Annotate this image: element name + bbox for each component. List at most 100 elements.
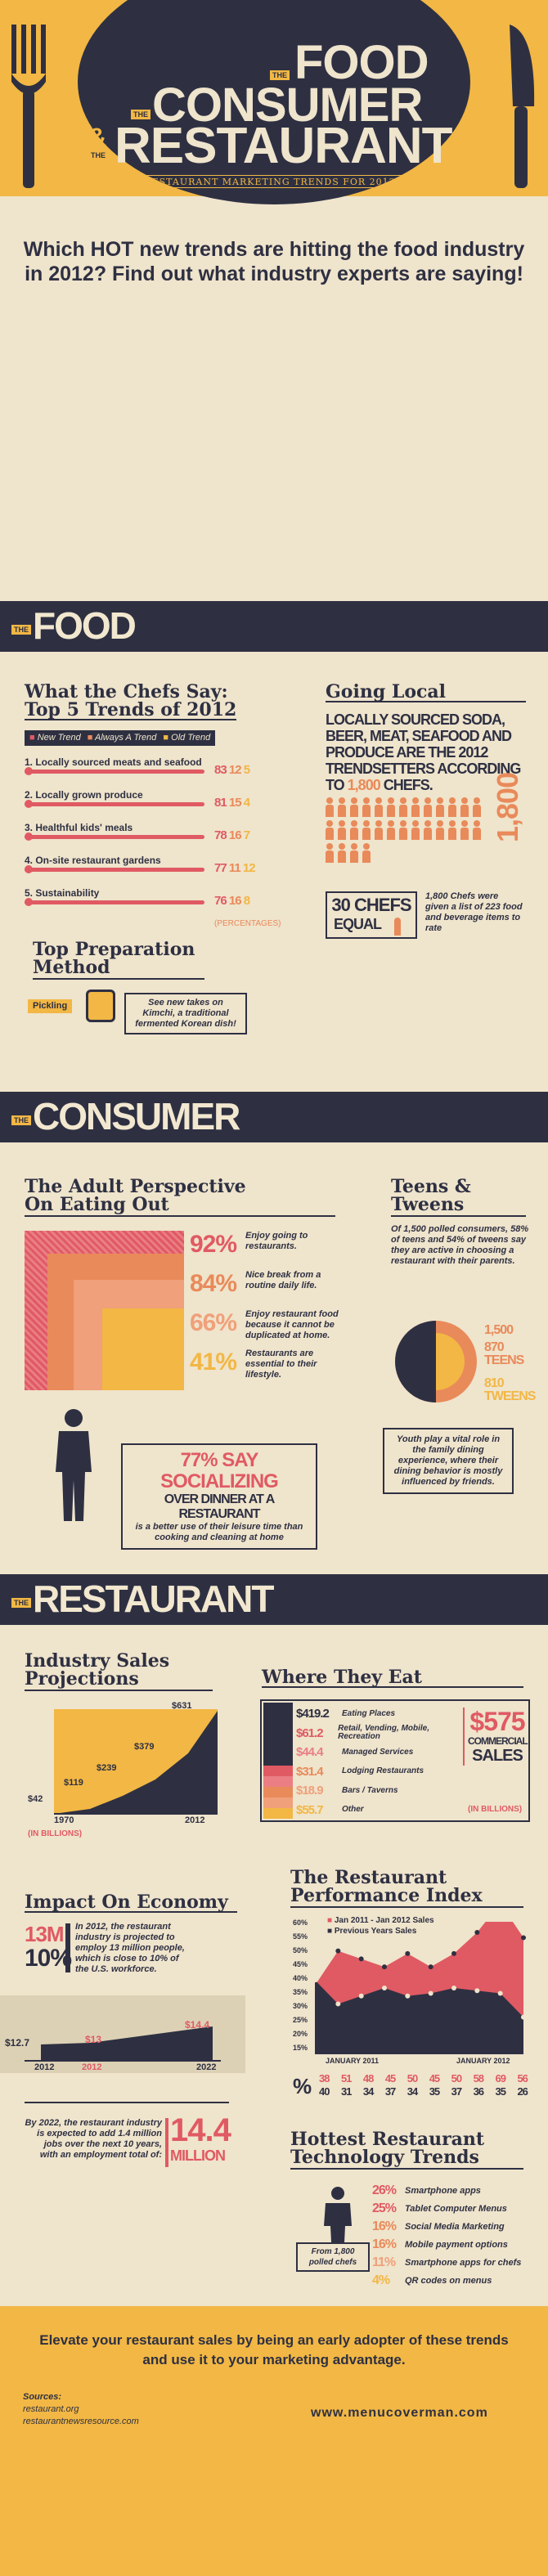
economy-text-2: By 2022, the restaurant industry is expe… bbox=[25, 2118, 162, 2160]
person-icon bbox=[411, 797, 420, 817]
previous-sales-point bbox=[474, 1988, 480, 1994]
subtitle: RESTAURANT MARKETING TRENDS FOR 2012 bbox=[144, 177, 396, 187]
perf-ytick: 45% bbox=[293, 1960, 308, 1968]
where-row: $55.7 Other bbox=[296, 1801, 460, 1820]
where-total-value: $575 bbox=[469, 1707, 525, 1736]
adult-stat: 41% Restaurants are essential to their l… bbox=[190, 1349, 353, 1388]
title-restaurant: RESTAURANT bbox=[115, 118, 452, 174]
prep-heading-2: Method bbox=[33, 957, 110, 978]
footer-source-1[interactable]: restaurant.org bbox=[23, 2404, 79, 2414]
perf-ytick: 40% bbox=[293, 1974, 308, 1982]
sales-underline bbox=[25, 1690, 213, 1691]
square-41 bbox=[102, 1308, 184, 1390]
food-band bbox=[0, 601, 548, 652]
performance-heading-2: Performance Index bbox=[290, 1885, 483, 1906]
person-icon bbox=[338, 820, 346, 840]
adult-stats: 92% Enjoy going to restaurants. 84% Nice … bbox=[190, 1231, 353, 1388]
tech-item: 26% Smartphone apps bbox=[372, 2182, 528, 2200]
trend-row: 5. Sustainability 76 16 8 bbox=[25, 887, 270, 920]
where-value: $31.4 bbox=[296, 1764, 324, 1779]
perf-value: 69 bbox=[495, 2072, 507, 2085]
performance-chart bbox=[315, 1922, 526, 2054]
person-icon bbox=[362, 820, 371, 840]
teens-text: Of 1,500 polled consumers, 58% of teens … bbox=[391, 1224, 529, 1266]
perf-x-1: JANUARY 2011 bbox=[326, 2057, 380, 2065]
where-row: $44.4 Managed Services bbox=[296, 1743, 460, 1762]
legend-previous: ■ Previous Years Sales bbox=[327, 1927, 417, 1936]
previous-sales-point bbox=[335, 2001, 341, 2007]
sales-heading-1: Industry Sales bbox=[25, 1650, 170, 1672]
perf-value: 56 bbox=[517, 2072, 528, 2085]
economy-heading: Impact On Economy bbox=[25, 1893, 237, 1913]
performance-heading-1: The Restaurant bbox=[290, 1867, 447, 1888]
teens-note: Youth play a vital role in the family di… bbox=[383, 1428, 514, 1494]
adult-stat-text: Enjoy restaurant food because it cannot … bbox=[245, 1309, 339, 1340]
social-small: is a better use of their leisure time th… bbox=[135, 1522, 303, 1542]
percentages-label: (PERCENTAGES) bbox=[214, 919, 281, 928]
adult-stat-pct: 41% bbox=[190, 1349, 237, 1376]
footer-site[interactable]: www.menucoverman.com bbox=[311, 2406, 488, 2420]
trend-row: 1. Locally sourced meats and seafood 83 … bbox=[25, 756, 270, 789]
perf-value: 31 bbox=[340, 2085, 353, 2098]
footer-source-2[interactable]: restaurantnewsresource.com bbox=[23, 2417, 139, 2426]
perf-value: 36 bbox=[473, 2085, 485, 2098]
teens-heading-1: Teens & bbox=[391, 1176, 471, 1197]
person-icon bbox=[460, 797, 469, 817]
tech-pct: 4% bbox=[372, 2273, 390, 2287]
adult-stat-text: Enjoy going to restaurants. bbox=[245, 1231, 308, 1251]
man-silhouette-icon bbox=[56, 1409, 92, 1521]
person-icon bbox=[436, 820, 444, 840]
person-icon bbox=[399, 797, 407, 817]
person-icon bbox=[350, 820, 358, 840]
perf-value: 35 bbox=[495, 2085, 507, 2098]
perf-value: 34 bbox=[362, 2085, 375, 2098]
tech-heading-1: Hottest Restaurant bbox=[290, 2129, 485, 2150]
teens-underline bbox=[391, 1215, 526, 1217]
perf-value: 35 bbox=[429, 2085, 441, 2098]
tech-pct: 16% bbox=[372, 2237, 397, 2251]
person-icon bbox=[326, 843, 334, 863]
perf-value: 34 bbox=[407, 2085, 419, 2098]
perf-value: 50 bbox=[407, 2072, 419, 2085]
the-tag: THE bbox=[11, 1115, 31, 1125]
the-tag: THE bbox=[88, 150, 108, 160]
perf-ytick: 30% bbox=[293, 2002, 308, 2010]
trend-always: 12 bbox=[228, 763, 242, 777]
current-sales-point bbox=[521, 1935, 526, 1941]
trend-always: 16 bbox=[228, 894, 242, 908]
sales-label-119: $119 bbox=[64, 1778, 83, 1788]
teens-n3: 810 TWEENS bbox=[484, 1376, 536, 1403]
where-label: Bars / Taverns bbox=[342, 1785, 398, 1795]
performance-y-ticks: 60% 55% 50% 45% 40% 35% 30% 25% 20% 15% bbox=[293, 1919, 312, 2058]
tech-item: 11% Smartphone apps for chefs bbox=[372, 2254, 528, 2272]
equal-word: EQUAL bbox=[334, 916, 382, 932]
sales-year-end: 2012 bbox=[185, 1815, 205, 1825]
adult-stat: 92% Enjoy going to restaurants. bbox=[190, 1231, 353, 1270]
sales-year-start: 1970 bbox=[54, 1815, 74, 1825]
where-label: Eating Places bbox=[342, 1708, 396, 1718]
current-sales-point bbox=[474, 1929, 480, 1935]
the-tag: THE bbox=[11, 625, 31, 635]
current-sales-point bbox=[428, 1964, 433, 1970]
economy-14-4: 14.4 bbox=[170, 2112, 231, 2148]
person-icon bbox=[375, 797, 383, 817]
fork-icon bbox=[11, 25, 46, 188]
perf-value: 37 bbox=[384, 2085, 397, 2098]
where-label: Managed Services bbox=[342, 1747, 414, 1757]
chefs-legend: ■ New Trend ■ Always A Trend ■ Old Trend bbox=[25, 730, 216, 746]
person-icon bbox=[473, 797, 481, 817]
person-icon bbox=[387, 797, 395, 817]
tech-underline bbox=[290, 2168, 523, 2170]
tech-label: Tablet Computer Menus bbox=[405, 2204, 507, 2214]
econ-year-3: 2022 bbox=[196, 2062, 217, 2072]
perf-ytick: 35% bbox=[293, 1988, 308, 1996]
trend-bar bbox=[25, 868, 204, 872]
person-icon bbox=[424, 797, 432, 817]
jar-icon bbox=[86, 990, 115, 1022]
performance-underline bbox=[290, 1906, 523, 1908]
econ-year-1: 2012 bbox=[34, 2062, 55, 2072]
intro-text: Which HOT new trends are hitting the foo… bbox=[23, 238, 525, 285]
chef-silhouette-icon bbox=[324, 2187, 352, 2242]
the-tag: THE bbox=[131, 110, 150, 119]
perf-value: 58 bbox=[473, 2072, 485, 2085]
